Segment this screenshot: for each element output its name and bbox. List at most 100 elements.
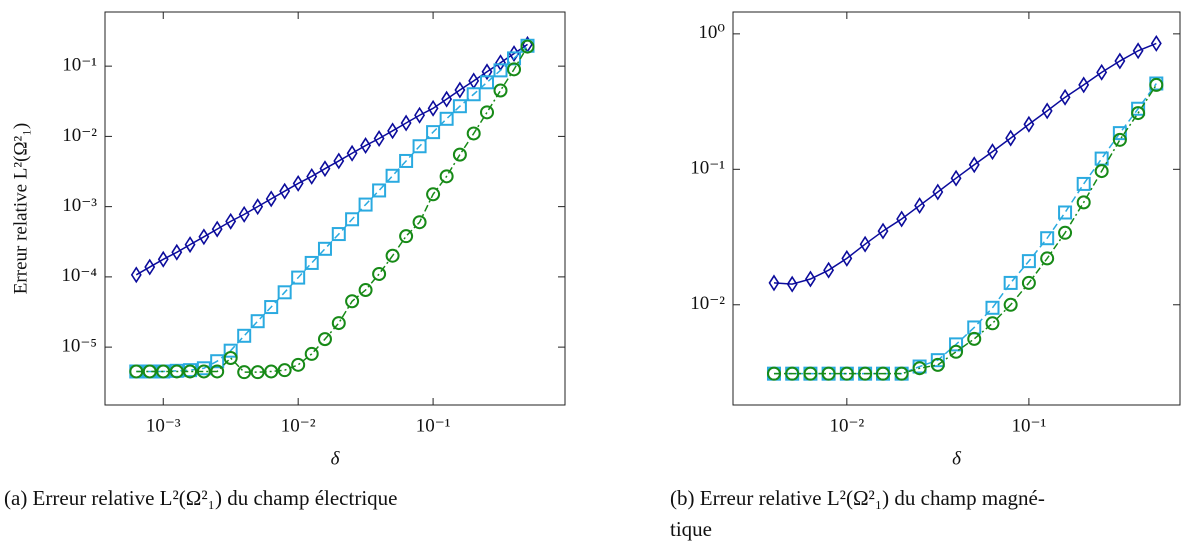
circle-marker <box>766 366 781 381</box>
caption: tique <box>670 517 712 541</box>
y-tick-label: 10⁻¹ <box>62 55 97 76</box>
series-line <box>773 84 1157 375</box>
circle-marker <box>520 39 535 54</box>
square-marker <box>985 300 1000 315</box>
diamond-marker <box>1078 76 1090 94</box>
circle-marker <box>912 361 927 376</box>
series-line <box>773 83 1157 375</box>
circle-marker <box>821 366 836 381</box>
circle-marker <box>385 248 400 263</box>
square-marker <box>439 111 454 126</box>
diamond-marker <box>1132 42 1144 60</box>
circle-marker <box>1149 77 1164 92</box>
square-marker <box>277 285 292 300</box>
series-line <box>135 43 528 276</box>
square-marker <box>358 197 373 212</box>
circle-marker <box>1131 106 1146 121</box>
y-axis-label: Erreur relative L²(Ω²₁) <box>10 123 31 294</box>
diamond-marker <box>1150 34 1162 52</box>
circle-marker <box>183 364 198 379</box>
square-marker <box>264 300 279 315</box>
diamond-marker <box>306 167 318 185</box>
circle-marker <box>949 344 964 359</box>
y-tick-label: 10⁻⁵ <box>61 335 97 356</box>
diamond-marker <box>373 130 385 147</box>
circle-marker <box>493 83 508 98</box>
square-marker <box>412 139 427 154</box>
circle-marker <box>1094 164 1109 179</box>
diamond-marker <box>877 222 889 240</box>
square-marker <box>237 328 252 343</box>
square-marker <box>1021 254 1036 269</box>
diamond-marker <box>130 266 142 284</box>
diamond-marker <box>279 182 291 200</box>
square-marker <box>1112 126 1127 141</box>
diamond-marker <box>932 183 944 201</box>
circle-marker <box>331 316 346 331</box>
square-marker <box>1040 231 1055 246</box>
circle-marker <box>1021 275 1036 290</box>
series-line <box>773 42 1157 285</box>
x-tick-label: 10⁻³ <box>146 415 181 436</box>
circle-marker <box>466 126 481 141</box>
circle-marker <box>169 364 184 379</box>
diamond-marker <box>414 106 426 124</box>
circle-marker <box>439 169 454 184</box>
square-marker <box>949 337 964 352</box>
circle-marker <box>839 366 854 381</box>
circle-marker <box>1076 195 1091 210</box>
circle-marker <box>304 346 319 361</box>
square-marker <box>466 87 481 102</box>
circle-marker <box>291 357 306 372</box>
circle-marker <box>985 316 1000 331</box>
circle-marker <box>785 366 800 381</box>
plot-frame <box>104 11 566 406</box>
square-marker <box>331 227 346 242</box>
series-line <box>136 46 529 373</box>
circle-marker <box>803 366 818 381</box>
x-axis-label: δ <box>952 448 962 469</box>
diamond-marker <box>427 99 439 117</box>
diamond-marker <box>508 45 520 63</box>
circle-marker <box>1112 132 1127 147</box>
square-marker <box>1076 176 1091 191</box>
square-marker <box>493 63 508 78</box>
circle-marker <box>156 364 171 379</box>
series-line <box>136 45 529 373</box>
diamond-marker <box>950 169 962 187</box>
diamond-marker <box>319 160 331 178</box>
circle-marker <box>142 364 157 379</box>
circle-marker <box>426 187 441 202</box>
x-tick-label: 10⁻² <box>829 415 864 436</box>
circle-marker <box>1003 297 1018 312</box>
square-marker <box>291 270 306 285</box>
x-axis-label: δ <box>331 448 341 469</box>
circle-marker <box>264 364 279 379</box>
circle-marker <box>412 215 427 230</box>
diamond-marker <box>184 236 196 254</box>
y-tick-label: 10⁻³ <box>62 195 97 216</box>
y-tick-label: 10⁰ <box>698 22 725 43</box>
diamond-marker <box>1023 115 1035 133</box>
diamond-marker <box>238 205 250 223</box>
caption: (b) Erreur relative L²(Ω²₁) du champ mag… <box>670 486 1045 510</box>
square-marker <box>345 212 360 227</box>
circle-marker <box>223 351 238 366</box>
circle-marker <box>930 357 945 372</box>
circle-marker <box>345 294 360 309</box>
y-tick-label: 10⁻² <box>62 125 97 146</box>
diamond-marker <box>1114 52 1126 70</box>
circle-marker <box>858 366 873 381</box>
diamond-marker <box>211 220 223 238</box>
diamond-marker <box>914 197 926 215</box>
circle-marker <box>1058 225 1073 240</box>
circle-marker <box>480 105 495 120</box>
diamond-marker <box>823 261 835 279</box>
diamond-marker <box>859 235 871 253</box>
circle-marker <box>1040 251 1055 266</box>
circle-marker <box>399 229 414 244</box>
diamond-marker <box>387 122 399 140</box>
diamond-marker <box>292 174 304 192</box>
diamond-marker <box>454 81 466 99</box>
